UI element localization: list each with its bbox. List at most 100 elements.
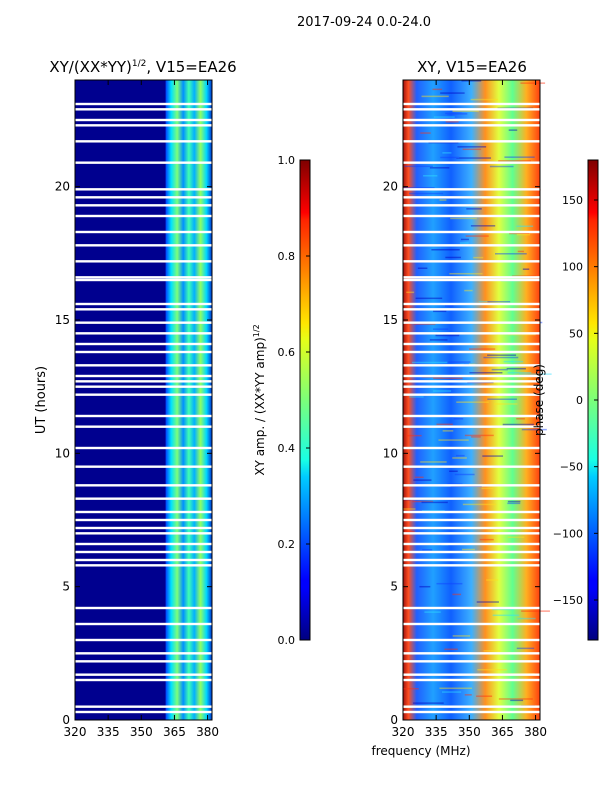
phase-noise-stripe	[439, 199, 447, 201]
phase-noise-stripe	[506, 367, 526, 370]
amplitude-flag-line	[75, 532, 212, 535]
phase-noise-stripe	[405, 434, 422, 437]
phase-noise-stripe	[469, 348, 496, 350]
amplitude-x-tick-label: 380	[196, 725, 219, 739]
phase-x-tick-label: 365	[491, 725, 514, 739]
phase-noise-stripe	[413, 323, 436, 325]
phase-noise-stripe	[465, 235, 489, 237]
phase-flag-line	[403, 705, 540, 708]
phase-flag-line	[403, 393, 540, 396]
phase-noise-stripe	[423, 175, 438, 177]
phase-noise-stripe	[464, 289, 473, 292]
amplitude-colorbar-tick-label: 0.6	[278, 346, 296, 359]
phase-noise-stripe	[404, 165, 433, 168]
amplitude-x-tick-label: 350	[130, 725, 153, 739]
phase-noise-stripe	[498, 698, 533, 700]
phase-noise-stripe	[429, 167, 450, 169]
phase-noise-stripe	[507, 333, 536, 336]
phase-noise-stripe	[447, 113, 468, 115]
phase-noise-stripe	[404, 530, 415, 533]
amplitude-y-tick-label: 0	[62, 713, 70, 727]
phase-noise-stripe	[521, 610, 550, 612]
amplitude-flag-line	[75, 526, 212, 530]
amplitude-flag-line	[75, 364, 212, 367]
phase-noise-stripe	[406, 291, 415, 294]
figure-suptitle: 2017-09-24 0.0-24.0	[297, 15, 431, 30]
amplitude-flag-line	[75, 374, 212, 378]
phase-noise-stripe	[456, 401, 489, 403]
phase-noise-stripe	[433, 390, 452, 392]
phase-plot-background	[403, 80, 540, 720]
amplitude-x-tick-label: 365	[163, 725, 186, 739]
phase-noise-stripe	[440, 156, 460, 159]
phase-x-tick-label: 335	[425, 725, 448, 739]
phase-noise-stripe	[517, 617, 536, 620]
amplitude-flag-line	[75, 308, 212, 311]
phase-noise-stripe	[409, 192, 444, 195]
phase-flag-line	[403, 385, 540, 388]
amplitude-panel-title: XY/(XX*YY)1/2, V15=EA26	[49, 58, 236, 76]
amplitude-flag-line	[75, 230, 212, 234]
phase-noise-stripe	[487, 300, 511, 303]
amplitude-flag-line	[75, 564, 212, 567]
phase-noise-stripe	[455, 454, 465, 457]
phase-flag-line	[403, 564, 540, 567]
phase-y-axis: 0 5 10 15 20	[383, 180, 540, 727]
amplitude-colorbar-label-sup: 1/2	[252, 324, 261, 337]
amplitude-flag-line	[75, 652, 212, 655]
phase-flag-line	[403, 465, 540, 468]
amplitude-y-axis: 0 5 10 15 20	[55, 180, 212, 727]
phase-flag-line	[403, 260, 540, 263]
amplitude-flag-line	[75, 425, 212, 428]
phase-flag-line	[403, 308, 540, 311]
amplitude-flag-line	[75, 108, 212, 111]
phase-noise-stripe	[516, 417, 525, 420]
phase-noise-stripe	[516, 225, 534, 228]
phase-flag-line	[403, 558, 540, 562]
phase-noise-stripe	[452, 110, 479, 112]
phase-noise-stripe	[452, 593, 462, 596]
phase-x-tick-label: 380	[524, 725, 547, 739]
phase-flag-line	[403, 542, 540, 546]
phase-y-tick-label: 20	[383, 180, 398, 194]
phase-flag-line	[403, 484, 540, 487]
phase-flag-line	[403, 518, 540, 522]
phase-noise-stripe	[421, 501, 448, 504]
phase-noise-stripe	[498, 160, 532, 162]
phase-noise-stripe	[420, 461, 447, 463]
phase-noise-stripe	[494, 253, 527, 255]
amplitude-flag-line	[75, 558, 212, 562]
amplitude-flag-line	[75, 510, 212, 514]
phase-noise-stripe	[433, 310, 447, 313]
phase-flag-line	[403, 332, 540, 335]
phase-noise-stripe	[403, 186, 435, 189]
phase-noise-stripe	[522, 268, 530, 270]
amplitude-flag-line	[75, 260, 212, 263]
phase-noise-stripe	[486, 579, 499, 581]
amplitude-flag-line	[75, 161, 212, 164]
phase-colorbar-tick-label: 0	[576, 394, 583, 407]
amplitude-flag-line	[75, 102, 212, 106]
phase-y-tick-label: 5	[390, 580, 398, 594]
phase-noise-stripe	[453, 418, 464, 420]
amplitude-flag-line	[75, 380, 212, 383]
amplitude-flag-line	[75, 446, 212, 450]
amplitude-flag-line	[75, 278, 212, 282]
phase-colorbar: 150 100 50 0 −50 −100 −150 phase (deg)	[532, 159, 599, 641]
amplitude-panel: XY/(XX*YY)1/2, V15=EA26 320 335 350 365 380 …	[34, 58, 237, 739]
amplitude-flag-line	[75, 385, 212, 388]
phase-colorbar-tick-label: −50	[560, 461, 583, 474]
phase-noise-stripe	[459, 242, 469, 244]
amplitude-active-band	[165, 80, 212, 720]
phase-noise-stripe	[409, 396, 424, 398]
phase-noise-stripe	[519, 373, 552, 375]
phase-colorbar-label: phase (deg)	[532, 364, 546, 436]
phase-noise-stripe	[473, 256, 484, 259]
phase-flag-line	[403, 526, 540, 530]
phase-noise-stripe	[448, 361, 471, 363]
amplitude-flag-line	[75, 542, 212, 546]
amplitude-x-axis: 320 335 350 365 380	[64, 80, 219, 739]
amplitude-flag-line	[75, 606, 212, 610]
amplitude-y-tick-label: 5	[62, 580, 70, 594]
phase-flag-line	[403, 638, 540, 642]
